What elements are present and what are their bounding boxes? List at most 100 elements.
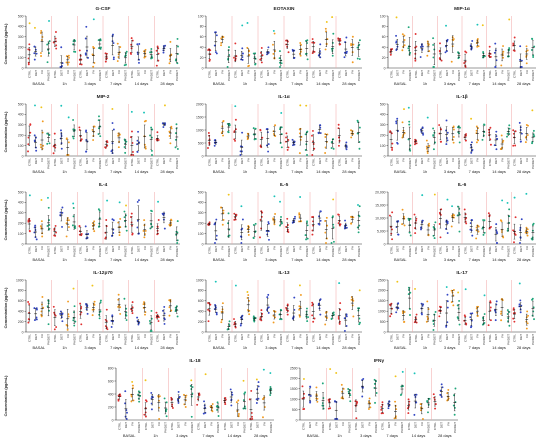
y-tick-label: 0 [384, 66, 386, 70]
group-label: DET [85, 70, 89, 76]
data-point [438, 223, 441, 225]
data-point [155, 64, 158, 67]
group-label: FA [525, 333, 529, 338]
data-point [526, 234, 529, 237]
group-label: CTRL [233, 246, 237, 254]
data-point [476, 305, 479, 308]
data-point [358, 205, 361, 208]
group-label: PA/DET [175, 70, 179, 81]
group-label: CTRL [513, 158, 517, 166]
data-point [92, 18, 95, 21]
data-point [125, 50, 128, 53]
data-point [60, 46, 63, 49]
data-point [105, 219, 108, 221]
data-point [237, 413, 240, 415]
data-point [457, 205, 459, 208]
data-point [408, 307, 411, 310]
data-point [352, 299, 355, 302]
data-point [345, 50, 348, 53]
data-point [438, 124, 441, 127]
data-point [514, 233, 517, 236]
data-point [117, 134, 120, 137]
data-point [415, 219, 418, 222]
data-point [324, 48, 327, 51]
data-point [470, 151, 473, 154]
data-point [280, 318, 283, 321]
data-point [98, 47, 100, 49]
y-tick-label: 1500 [290, 387, 298, 391]
y-tick-label: 600 [18, 299, 24, 303]
group-label: PA/DET [175, 246, 179, 257]
y-tick-label: 400 [198, 201, 204, 205]
data-point [381, 401, 384, 404]
data-point [356, 401, 359, 404]
y-tick-label: 600 [108, 379, 114, 383]
data-point [234, 139, 236, 142]
y-tick-label: 0 [296, 418, 298, 422]
group-label: PA/DET [149, 70, 153, 81]
data-point [39, 52, 42, 55]
data-point [358, 126, 361, 129]
data-point [52, 305, 55, 308]
group-label: FA [117, 245, 121, 250]
data-point [222, 209, 225, 212]
group-label: CTRL [156, 246, 160, 254]
data-point [324, 152, 327, 154]
group-label: FA [324, 245, 328, 250]
data-point [163, 227, 166, 230]
data-point [168, 299, 171, 302]
data-point [157, 320, 160, 322]
group-label: DET [136, 158, 140, 164]
group-label: CTRL [337, 158, 341, 166]
timepoint-label: 28 days [254, 433, 268, 438]
data-point [47, 196, 49, 199]
data-point [35, 52, 38, 55]
y-tick-label: 0 [22, 154, 24, 158]
data-point [272, 52, 275, 55]
data-point [319, 43, 322, 46]
group-label: PA/DET [98, 158, 102, 169]
group-label: CTRL [53, 158, 57, 166]
data-point [255, 402, 258, 404]
data-point [476, 314, 479, 317]
data-point [233, 56, 235, 59]
y-tick-label: 500 [18, 14, 24, 18]
group-label: FA [169, 157, 173, 162]
data-point [237, 399, 240, 402]
data-point [339, 302, 342, 305]
data-point [483, 313, 486, 316]
group-label: FA [272, 333, 276, 338]
data-point [226, 328, 229, 331]
data-point [137, 321, 140, 323]
data-point [433, 396, 436, 399]
data-point [414, 395, 417, 398]
data-point [481, 24, 484, 27]
data-point [78, 225, 81, 228]
data-point [93, 303, 96, 306]
group-label: PA/DET [357, 334, 361, 345]
timepoint-label: BASAL [213, 345, 226, 350]
group-label: DET [420, 158, 424, 164]
data-point [59, 312, 62, 315]
data-point [97, 208, 100, 211]
data-point [248, 53, 251, 56]
data-point [119, 312, 122, 315]
data-point [458, 141, 461, 144]
timepoint-label: 1h [153, 433, 157, 438]
data-point [508, 127, 511, 130]
group-label: PA/DET [124, 70, 128, 81]
group-label: DET [111, 334, 115, 340]
data-point [305, 307, 308, 310]
group-label: DET [395, 246, 399, 252]
data-point [155, 311, 158, 314]
data-point [326, 224, 329, 227]
data-point [266, 296, 269, 299]
group-label: CTRL [328, 422, 332, 430]
data-point [40, 146, 42, 149]
data-point [306, 154, 308, 156]
data-point [403, 44, 406, 47]
data-point [65, 55, 68, 58]
data-point [267, 293, 270, 296]
